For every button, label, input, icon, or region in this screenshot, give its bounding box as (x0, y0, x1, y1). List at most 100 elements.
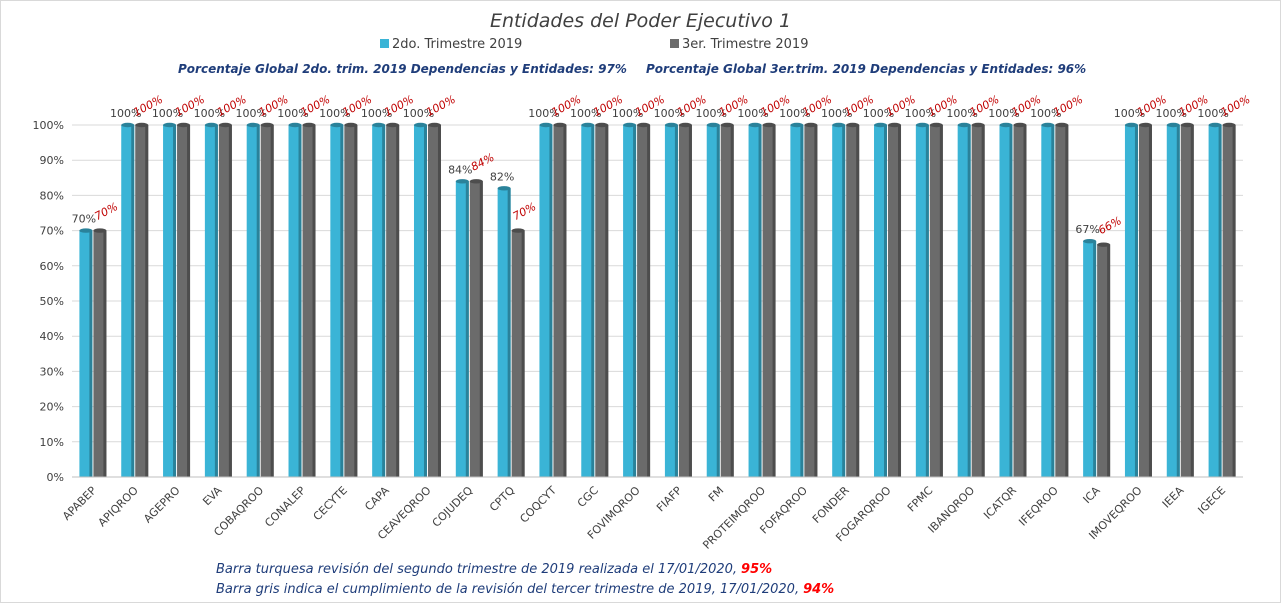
x-tick-label: CGC (575, 484, 601, 510)
bar-side-q2 (884, 125, 888, 477)
bar-cap-q3 (595, 122, 609, 128)
bar-side-q2 (674, 125, 678, 477)
bar-cap-q3 (1180, 122, 1194, 128)
bar-side-q3 (1065, 125, 1069, 477)
bar-side-q2 (214, 125, 218, 477)
data-label-q2: 100% (779, 107, 810, 120)
global-percentage-q2: Porcentaje Global 2do. trim. 2019 Depend… (178, 62, 627, 76)
data-label-q3: 70% (92, 200, 120, 223)
y-tick-label: 30% (40, 365, 64, 378)
bar-q2 (706, 125, 720, 477)
bar-q3 (177, 125, 191, 477)
data-label-q3: 100% (424, 93, 458, 119)
data-label-q2: 100% (235, 107, 266, 120)
bar-cap-q3 (678, 122, 692, 128)
data-label-q2: 100% (570, 107, 601, 120)
global-percentage-q3: Porcentaje Global 3er.trim. 2019 Depende… (646, 62, 1087, 76)
bar-q3 (1222, 125, 1236, 477)
bar-side-q2 (633, 125, 637, 477)
data-label-q2: 100% (528, 107, 559, 120)
y-tick-label: 90% (40, 154, 64, 167)
bar-cap-q3 (929, 122, 943, 128)
bar-side-q2 (758, 125, 762, 477)
x-tick-label: APIQROO (96, 484, 142, 530)
bar-q3 (1097, 244, 1111, 477)
x-tick-label: AGEPRO (141, 484, 183, 526)
bar-cap-q3 (93, 228, 107, 233)
x-tick-label: ICA (1081, 484, 1104, 507)
bar-cap-q3 (1055, 122, 1069, 128)
bar-q2 (623, 125, 637, 477)
bar-cap-q2 (204, 122, 218, 128)
note-line-2-text: Barra gris indica el cumplimiento de la … (216, 582, 800, 597)
data-label-q2: 100% (905, 107, 936, 120)
bar-q3 (135, 125, 149, 477)
data-label-q2: 82% (490, 170, 514, 183)
bar-side-q2 (256, 125, 260, 477)
bar-cap-q3 (135, 122, 149, 128)
bar-q2 (1166, 125, 1180, 477)
bar-q3 (1180, 125, 1194, 477)
bar-cap-q2 (748, 122, 762, 128)
bar-q2 (1041, 125, 1055, 477)
data-label-q3: 66% (1096, 214, 1124, 237)
bar-side-q3 (479, 181, 483, 477)
bar-side-q2 (716, 125, 720, 477)
chart-title: Entidades del Poder Ejecutivo 1 (489, 10, 792, 32)
bar-cap-q2 (623, 122, 637, 128)
note-line-1-text: Barra turquesa revisión del segundo trim… (216, 562, 738, 577)
y-tick-label: 10% (40, 436, 64, 449)
bar-side-q3 (939, 125, 943, 477)
data-label-q2: 100% (194, 107, 225, 120)
bar-q2 (748, 125, 762, 477)
bar-side-q3 (145, 125, 149, 477)
bar-side-q3 (647, 125, 651, 477)
bar-q2 (539, 125, 553, 477)
y-tick-label: 60% (40, 260, 64, 273)
data-label-q3: 100% (1051, 93, 1085, 119)
y-tick-label: 40% (40, 330, 64, 343)
data-label-q2: 100% (654, 107, 685, 120)
y-tick-label: 50% (40, 295, 64, 308)
bar-side-q3 (103, 230, 107, 477)
legend-swatch-q3 (670, 39, 679, 48)
x-tick-label: IGECE (1195, 484, 1228, 517)
bar-q3 (1055, 125, 1069, 477)
x-tick-label: CECYTE (311, 484, 350, 523)
data-label-q2: 100% (737, 107, 768, 120)
data-label-q2: 100% (361, 107, 392, 120)
x-tick-label: COJUDEQ (430, 484, 476, 530)
bar-cap-q3 (888, 122, 902, 128)
bar-cap-q3 (511, 228, 525, 233)
note-line-2: Barra gris indica el cumplimiento de la … (216, 582, 834, 597)
bar-side-q3 (563, 125, 567, 477)
x-tick-label: FONDER (810, 484, 852, 526)
bar-cap-q3 (218, 122, 232, 128)
bar-side-q3 (312, 125, 316, 477)
bar-cap-q3 (1097, 242, 1111, 247)
bar-q3 (344, 125, 358, 477)
bar-q2 (874, 125, 888, 477)
bar-cap-q2 (455, 179, 469, 184)
y-tick-label: 100% (33, 119, 64, 132)
data-label-q3: 100% (1219, 93, 1253, 119)
x-tick-label: FPMC (905, 484, 936, 515)
note-line-1: Barra turquesa revisión del segundo trim… (216, 562, 772, 577)
bar-q2 (915, 125, 929, 477)
legend-label-q2: 2do. Trimestre 2019 (392, 37, 523, 52)
bar-side-q3 (730, 125, 734, 477)
bar-side-q3 (1232, 125, 1236, 477)
bar-cap-q3 (637, 122, 651, 128)
x-tick-label: COQCYT (517, 484, 559, 526)
legend-label-q3: 3er. Trimestre 2019 (682, 37, 809, 52)
bar-cap-q2 (1124, 122, 1138, 128)
bar-q2 (163, 125, 177, 477)
bar-cap-q3 (1138, 122, 1152, 128)
bar-q3 (637, 125, 651, 477)
bar-q3 (720, 125, 734, 477)
data-label-q2: 67% (1075, 223, 1099, 236)
bar-cap-q3 (1222, 122, 1236, 128)
bar-q3 (846, 125, 860, 477)
bar-q2 (957, 125, 971, 477)
bar-cap-q2 (121, 122, 135, 128)
